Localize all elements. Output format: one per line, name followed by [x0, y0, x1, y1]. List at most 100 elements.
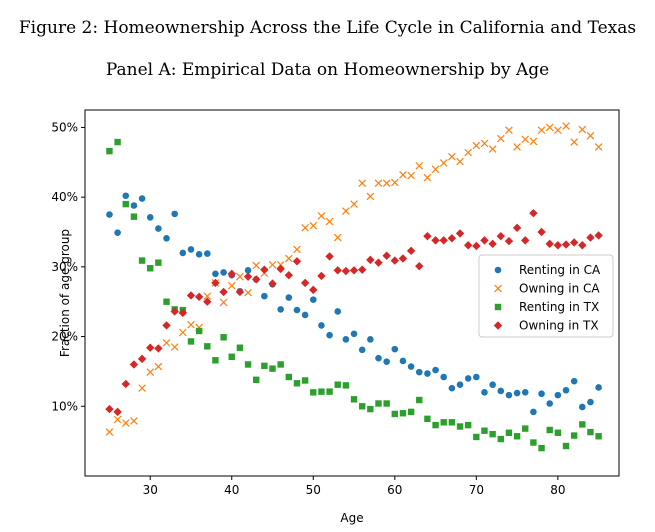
data-point [163, 298, 170, 305]
data-point [366, 255, 375, 265]
data-point [106, 211, 113, 218]
data-point [260, 265, 269, 274]
data-point [244, 288, 252, 297]
data-point [293, 306, 301, 314]
data-point [553, 241, 563, 250]
data-point [211, 278, 220, 288]
data-point [358, 346, 366, 354]
data-point [473, 373, 480, 381]
data-point [155, 259, 162, 266]
data-point [366, 192, 375, 201]
data-point [448, 384, 456, 392]
data-point [301, 311, 309, 319]
data-point [292, 257, 302, 266]
data-point [203, 297, 212, 306]
data-point [587, 398, 594, 406]
data-point [146, 343, 155, 352]
data-point [367, 336, 374, 343]
data-point [162, 321, 171, 330]
data-point [130, 202, 138, 209]
data-point [579, 403, 586, 411]
legend-label: Renting in TX [519, 300, 599, 314]
data-point [570, 138, 578, 146]
data-point [561, 240, 571, 249]
data-point [325, 252, 334, 261]
data-point [227, 281, 236, 290]
data-point [334, 381, 341, 388]
data-point [481, 427, 488, 434]
data-point [570, 377, 578, 385]
data-point [488, 239, 497, 249]
data-point [309, 285, 318, 295]
data-point [440, 373, 448, 381]
data-point [276, 264, 285, 274]
data-point [318, 388, 325, 395]
data-point [170, 307, 179, 316]
x-tick-label: 80 [550, 483, 565, 497]
data-point [195, 251, 203, 258]
data-point [301, 223, 309, 232]
series-renting-in-ca [106, 192, 602, 416]
data-point [261, 362, 268, 370]
data-point [489, 430, 496, 438]
data-point [594, 231, 603, 240]
data-point [253, 376, 260, 383]
data-point [505, 391, 513, 399]
data-point [187, 246, 195, 253]
data-point [309, 221, 318, 230]
data-point [252, 261, 261, 270]
x-axis: 30 40 50 60 70 80 [143, 476, 565, 497]
data-point [530, 439, 537, 446]
data-point [431, 236, 440, 245]
data-point [504, 236, 514, 246]
data-point [546, 426, 553, 434]
data-point [432, 421, 439, 429]
data-point [300, 278, 310, 288]
data-point [358, 179, 367, 188]
data-point [416, 396, 423, 404]
data-point [521, 135, 530, 144]
data-point [318, 322, 325, 329]
data-point [244, 361, 252, 368]
data-point [447, 234, 457, 243]
data-point [595, 384, 602, 391]
data-point [521, 236, 530, 245]
data-point [325, 217, 334, 226]
panel-title: Panel A: Empirical Data on Homeownership… [105, 60, 550, 80]
data-point [106, 147, 113, 155]
data-point [456, 157, 464, 166]
legend-label: Owning in TX [519, 319, 599, 333]
data-point [439, 236, 448, 245]
data-point [122, 192, 130, 200]
data-point [406, 246, 416, 256]
data-point [277, 361, 284, 368]
data-point [546, 400, 554, 407]
data-point [236, 272, 244, 281]
data-point [204, 343, 211, 350]
data-point [284, 271, 294, 280]
data-point [407, 408, 415, 416]
data-point [350, 396, 358, 403]
data-point [472, 241, 481, 251]
data-point [545, 123, 554, 132]
data-points [105, 122, 603, 452]
x-tick-label: 40 [224, 483, 239, 497]
data-point [236, 344, 244, 351]
data-point [424, 370, 431, 377]
data-point [440, 419, 447, 426]
data-point [130, 417, 138, 425]
y-axis-label: Fraction of age group [58, 229, 72, 357]
data-point [390, 178, 399, 187]
data-point [333, 266, 342, 275]
data-point [212, 357, 219, 364]
data-point [178, 308, 188, 318]
data-point [212, 270, 219, 278]
data-point [415, 368, 423, 376]
data-point [203, 292, 212, 300]
data-point [530, 408, 537, 416]
data-point [138, 195, 146, 202]
data-point [570, 432, 578, 439]
data-point [448, 419, 456, 426]
data-point [513, 433, 521, 440]
data-point [219, 298, 228, 307]
